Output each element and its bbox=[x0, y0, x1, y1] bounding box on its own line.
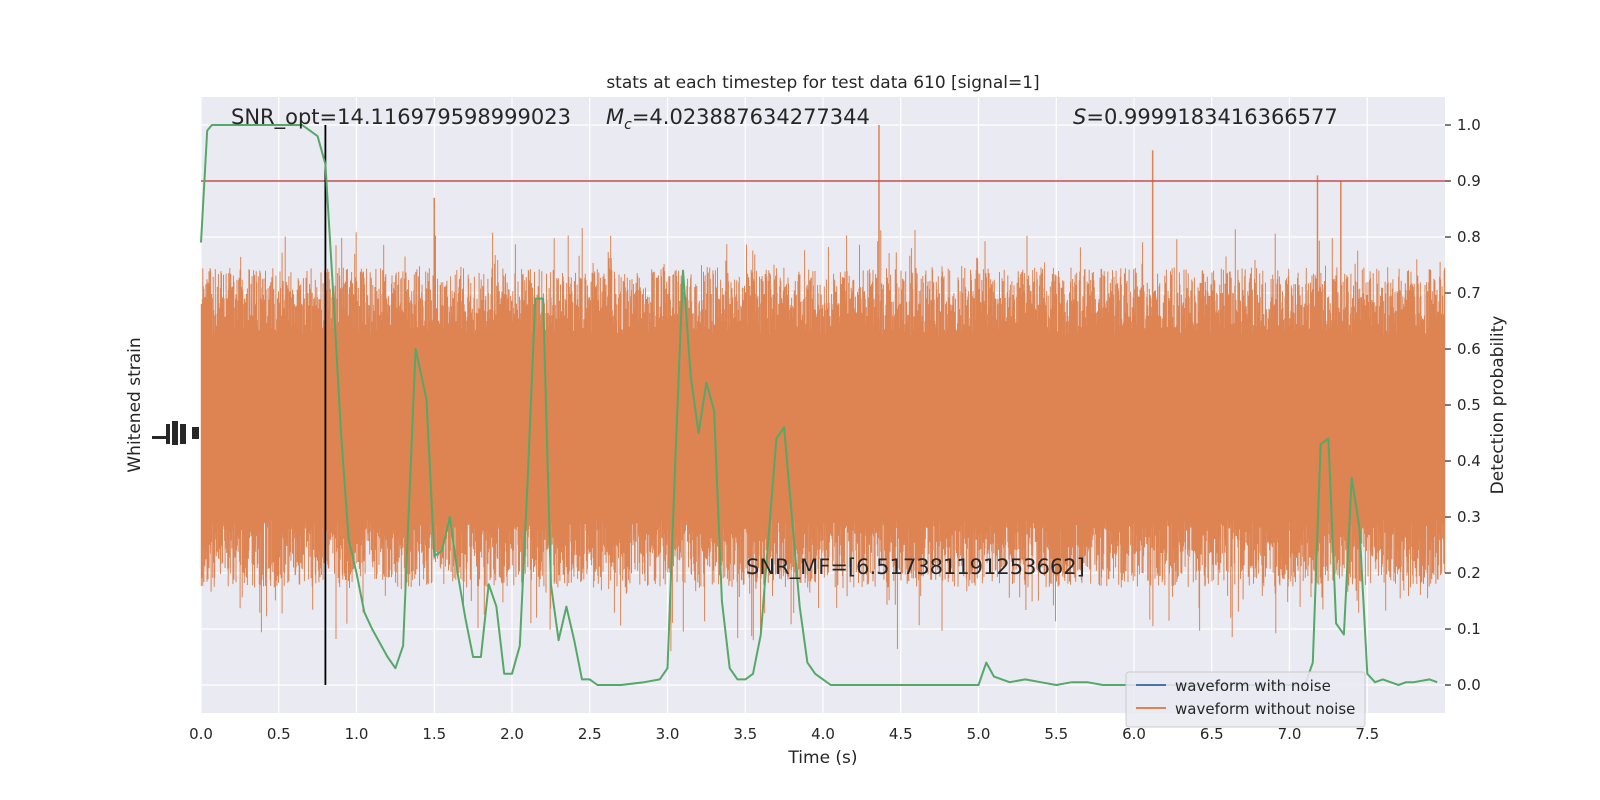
reference-lines bbox=[201, 125, 1445, 685]
x-tick-label: 2.5 bbox=[578, 725, 602, 743]
x-axis-label: Time (s) bbox=[787, 748, 857, 768]
x-tick-label: 0.0 bbox=[189, 725, 213, 743]
x-tick-label: 6.5 bbox=[1200, 725, 1224, 743]
y-right-tick-label: 0.9 bbox=[1457, 172, 1481, 190]
s-symbol: S bbox=[1073, 105, 1086, 129]
legend-box bbox=[1125, 671, 1366, 728]
annotation-s: S=0.9999183416366577 bbox=[1073, 105, 1338, 129]
y-right-tick-label: 0.2 bbox=[1457, 564, 1481, 582]
legend-label-with-noise: waveform with noise bbox=[1175, 677, 1331, 695]
x-tick-label: 6.0 bbox=[1122, 725, 1146, 743]
x-tick-label: 4.0 bbox=[811, 725, 835, 743]
annotation-chirp-mass: Mc=4.023887634277344 bbox=[606, 105, 870, 133]
y-right-tick-label: 0.3 bbox=[1457, 508, 1481, 526]
x-tick-label: 5.5 bbox=[1044, 725, 1068, 743]
x-tick-label: 2.0 bbox=[500, 725, 524, 743]
y-axis-label-right: Detection probability bbox=[1488, 316, 1508, 495]
x-tick-label: 1.5 bbox=[422, 725, 446, 743]
y-right-tick-label: 0.7 bbox=[1457, 284, 1481, 302]
y-right-tick-label: 0.0 bbox=[1457, 676, 1481, 694]
waveform-without-noise-core bbox=[201, 335, 1445, 520]
legend-label-without-noise: waveform without noise bbox=[1175, 700, 1355, 718]
chirp-mass-symbol: M bbox=[606, 105, 624, 129]
y-right-tick-label: 0.6 bbox=[1457, 340, 1481, 358]
y-right-tick-label: 0.5 bbox=[1457, 396, 1481, 414]
chirp-mass-subscript: c bbox=[624, 117, 632, 133]
x-tick-label: 3.5 bbox=[733, 725, 757, 743]
annotation-snr-mf: SNR_MF=[6.517381191253662] bbox=[746, 555, 1085, 580]
legend: waveform with noise waveform without noi… bbox=[1125, 671, 1366, 728]
x-tick-label: 0.5 bbox=[267, 725, 291, 743]
y-axis-label-left: Whitened strain bbox=[125, 337, 145, 472]
y-right-tick-label: 0.1 bbox=[1457, 620, 1481, 638]
left-axis-glyph-cluster bbox=[152, 421, 199, 445]
s-value: =0.9999183416366577 bbox=[1086, 105, 1337, 129]
y-right-tick-labels: 0.0 0.1 0.2 0.3 0.4 0.5 0.6 0.7 0.8 0.9 1.0 bbox=[1445, 116, 1481, 694]
x-tick-labels: 0.0 0.5 1.0 1.5 2.0 2.5 3.0 3.5 4.0 4.5 5.0 5.5 6.0 6… bbox=[189, 725, 1379, 743]
chart-title: stats at each timestep for test data 610… bbox=[606, 73, 1039, 93]
annotation-snr-opt: SNR_opt=14.116979598999023 bbox=[231, 105, 571, 130]
x-tick-label: 3.0 bbox=[656, 725, 680, 743]
x-tick-label: 1.0 bbox=[345, 725, 369, 743]
chirp-mass-value: =4.023887634277344 bbox=[632, 105, 870, 129]
x-tick-label: 7.5 bbox=[1355, 725, 1379, 743]
y-right-tick-label: 0.8 bbox=[1457, 228, 1481, 246]
x-tick-label: 5.0 bbox=[967, 725, 991, 743]
x-tick-label: 7.0 bbox=[1278, 725, 1302, 743]
y-right-tick-label: 0.4 bbox=[1457, 452, 1481, 470]
x-tick-label: 4.5 bbox=[889, 725, 913, 743]
waveform-without-noise-series bbox=[200, 125, 1446, 652]
y-right-tick-label: 1.0 bbox=[1457, 116, 1481, 134]
